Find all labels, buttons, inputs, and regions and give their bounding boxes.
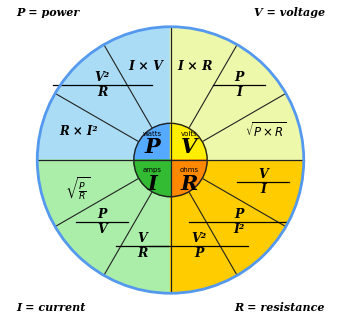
Text: R × I²: R × I² [59,125,98,138]
Text: I: I [260,183,266,196]
Wedge shape [37,27,170,160]
Text: I × R: I × R [178,60,213,73]
Text: R: R [97,86,107,100]
Text: I: I [147,174,157,194]
Text: volts: volts [180,131,197,137]
Wedge shape [170,160,304,293]
Text: R: R [137,247,147,260]
Wedge shape [37,160,170,293]
Text: amps: amps [143,167,162,173]
Text: V: V [181,137,197,157]
Wedge shape [170,123,207,160]
Text: V: V [137,232,147,245]
Text: P: P [234,208,243,221]
Text: watts: watts [143,131,162,137]
Wedge shape [170,27,304,160]
Text: $\sqrt{P \times R}$: $\sqrt{P \times R}$ [245,122,286,140]
Text: R: R [180,174,197,194]
Text: I = current: I = current [16,301,85,313]
Text: I²: I² [233,223,244,236]
Text: P: P [144,137,160,157]
Wedge shape [134,160,170,197]
Text: ohms: ohms [179,167,198,173]
Text: I: I [236,86,242,100]
Text: $\sqrt{\frac{P}{R}}$: $\sqrt{\frac{P}{R}}$ [65,175,90,202]
Text: V: V [258,168,268,181]
Text: P = power: P = power [16,7,79,19]
Text: V: V [97,223,107,236]
Wedge shape [134,123,170,160]
Text: P: P [234,71,243,84]
Text: P: P [98,208,107,221]
Text: P: P [194,247,204,260]
Text: V = voltage: V = voltage [254,7,325,19]
Text: I × V: I × V [128,60,163,73]
Wedge shape [170,160,207,197]
Text: R = resistance: R = resistance [235,301,325,313]
Text: V²: V² [94,71,110,84]
Text: V²: V² [191,232,206,245]
